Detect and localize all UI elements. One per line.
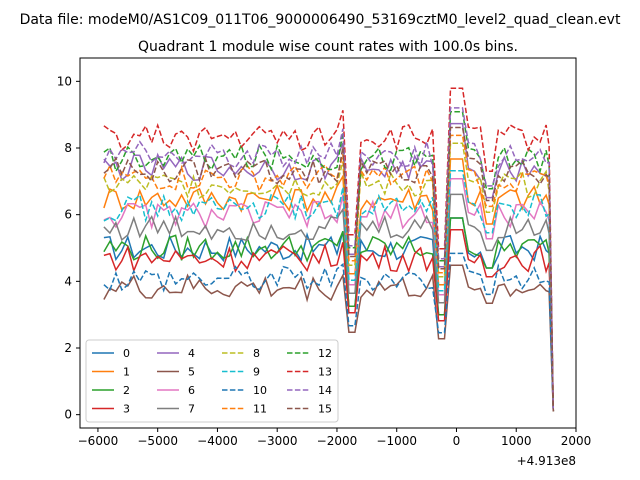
series-layer [103,87,555,412]
x-tick-label: −6000 [78,434,119,448]
y-tick-label: 8 [64,141,72,155]
legend-label-7: 7 [188,403,195,416]
legend-label-15: 15 [318,403,332,416]
legend-label-8: 8 [253,347,260,360]
legend-label-5: 5 [188,366,195,379]
legend-label-6: 6 [188,384,195,397]
series-line-15 [103,126,555,412]
figure-suptitle: Data file: modeM0/AS1C09_011T06_90000064… [20,12,621,28]
series-line-7 [103,193,555,412]
legend-label-0: 0 [123,347,130,360]
x-tick-label: 0 [453,434,461,448]
y-tick-label: 0 [64,408,72,422]
series-line-14 [103,107,555,412]
y-tick-label: 2 [64,341,72,355]
legend-label-1: 1 [123,366,130,379]
legend-label-4: 4 [188,347,195,360]
x-tick-label: −1000 [376,434,417,448]
legend-label-9: 9 [253,366,260,379]
series-line-13 [103,87,555,412]
legend-label-12: 12 [318,347,332,360]
x-offset-label: +4.913e8 [517,454,576,468]
legend-label-14: 14 [318,384,332,397]
x-tick-label: −4000 [197,434,238,448]
legend-label-10: 10 [253,384,267,397]
legend-box [85,339,339,423]
chart-title: Quadrant 1 module wise count rates with … [138,39,518,55]
x-tick-label: −2000 [317,434,358,448]
series-line-6 [103,177,555,412]
plot-frame [79,57,577,429]
series-line-9 [103,170,555,412]
x-tick-label: −3000 [257,434,298,448]
x-tick-label: −5000 [137,434,178,448]
y-axis: 0 2 4 6 8 10 [57,74,80,422]
series-line-10 [103,252,555,412]
series-line-8 [103,142,555,412]
legend-label-11: 11 [253,403,267,416]
y-tick-label: 6 [64,208,72,222]
series-line-3 [103,229,555,412]
x-axis: −6000 −5000 −4000 −3000 −2000 −1000 0 1000 2000 [78,428,592,448]
legend-label-3: 3 [123,403,130,416]
x-tick-label: 1000 [501,434,532,448]
legend-label-13: 13 [318,366,332,379]
series-line-5 [103,264,555,412]
legend-label-2: 2 [123,384,130,397]
x-tick-label: 2000 [561,434,592,448]
y-tick-label: 4 [64,274,72,288]
y-tick-label: 10 [57,74,72,88]
